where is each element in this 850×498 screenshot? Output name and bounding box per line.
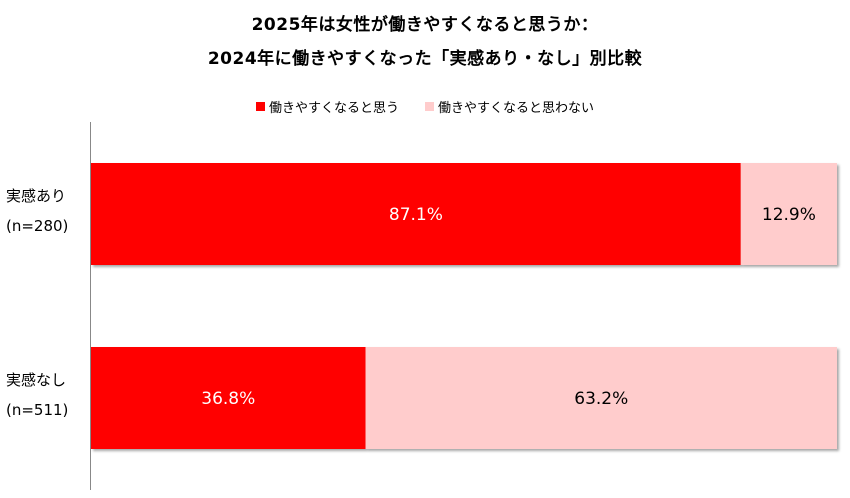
- bar-segment-0-0: [91, 163, 741, 265]
- legend-label-not-think: 働きやすくなると思わない: [438, 101, 595, 116]
- legend-label-think: 働きやすくなると思う: [268, 101, 399, 116]
- category-name: 実感あり: [6, 187, 67, 205]
- category-name: 実感なし: [6, 371, 67, 389]
- data-label-1-0: 36.8%: [201, 389, 255, 409]
- legend-swatch-think: [255, 102, 265, 111]
- legend: 働きやすくなると思う 働きやすくなると思わない: [0, 97, 850, 116]
- category-label-ari: 実感あり (n=280): [6, 181, 68, 241]
- category-n: (n=280): [6, 217, 69, 235]
- legend-item-think: 働きやすくなると思う: [255, 97, 399, 116]
- legend-swatch-not-think: [425, 102, 434, 111]
- data-label-0-0: 87.1%: [389, 205, 443, 225]
- data-label-0-1: 12.9%: [762, 205, 816, 225]
- category-n: (n=511): [6, 401, 69, 419]
- chart-title: 2025年は女性が働きやすくなると思うか：: [251, 15, 599, 35]
- data-label-1-1: 63.2%: [574, 389, 628, 409]
- chart-subtitle: 2024年に働きやすくなった「実感あり・なし」別比較: [207, 49, 643, 69]
- category-label-nashi: 実感なし (n=511): [6, 365, 68, 425]
- bar-segment-1-0: [91, 347, 366, 449]
- bar-segment-0-1: [740, 163, 837, 265]
- legend-item-not-think: 働きやすくなると思わない: [425, 97, 594, 116]
- bar-segment-1-1: [365, 347, 837, 449]
